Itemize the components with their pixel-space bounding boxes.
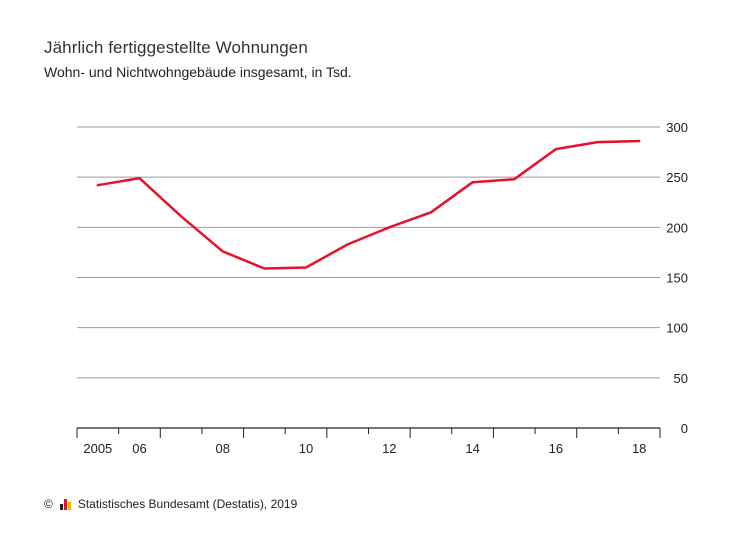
x-tick-label: 08 <box>216 441 230 456</box>
series-line <box>96 139 641 270</box>
x-tick-label: 14 <box>465 441 479 456</box>
copyright-symbol: © <box>44 497 53 511</box>
x-tick-label: 10 <box>299 441 313 456</box>
y-tick-label: 100 <box>666 321 688 336</box>
chart-subtitle: Wohn- und Nichtwohngebäude insgesamt, in… <box>44 64 352 80</box>
x-tick-label: 18 <box>632 441 646 456</box>
x-tick-label: 16 <box>549 441 563 456</box>
y-tick-label: 0 <box>681 421 688 436</box>
x-tick-label: 12 <box>382 441 396 456</box>
y-tick-label: 300 <box>666 120 688 135</box>
destatis-logo-icon <box>59 498 71 510</box>
source-line: © Statistisches Bundesamt (Destatis), 20… <box>44 497 297 511</box>
x-axis <box>76 427 661 438</box>
y-tick-label: 150 <box>666 271 688 286</box>
series-lines <box>96 139 641 270</box>
y-axis-tick-labels: 0 50 100 150 200 250 300 <box>666 120 688 436</box>
chart-title: Jährlich fertiggestellte Wohnungen <box>44 38 308 57</box>
y-tick-label: 200 <box>666 220 688 235</box>
x-tick-label: 06 <box>132 441 146 456</box>
y-tick-label: 250 <box>666 170 688 185</box>
source-text: Statistisches Bundesamt (Destatis), 2019 <box>77 497 298 511</box>
y-tick-label: 50 <box>674 371 688 386</box>
x-tick-label: 2005 <box>83 441 112 456</box>
x-axis-tick-labels: 2005 06 08 10 12 14 16 18 <box>83 441 646 456</box>
gridlines <box>77 126 660 379</box>
